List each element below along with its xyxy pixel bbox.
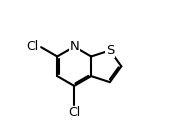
Text: N: N xyxy=(69,40,79,53)
Text: Cl: Cl xyxy=(26,40,38,53)
Text: S: S xyxy=(106,44,114,57)
Text: Cl: Cl xyxy=(68,106,80,119)
